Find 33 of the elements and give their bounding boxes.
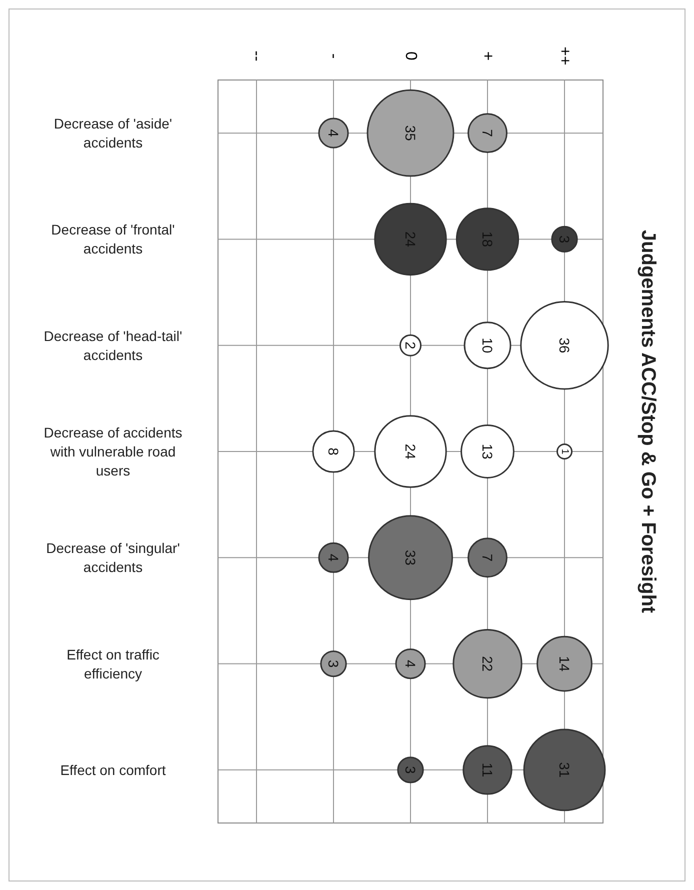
- data-label: 4: [326, 554, 342, 562]
- data-label: 4: [402, 660, 418, 668]
- data-label: 36: [556, 338, 572, 354]
- data-label: 24: [402, 444, 418, 460]
- y-tick-label: Decrease of 'head-tail' accidents: [44, 328, 182, 363]
- data-label: 7: [480, 554, 496, 562]
- data-label: 31: [556, 762, 572, 778]
- data-label: 4: [326, 129, 342, 138]
- data-label: 3: [402, 766, 418, 774]
- data-label: 11: [480, 762, 496, 778]
- y-tick-label: Effect on comfort: [60, 762, 166, 778]
- data-label: 3: [326, 660, 342, 668]
- data-label: 35: [402, 125, 418, 142]
- data-label: 33: [402, 550, 418, 566]
- x-tick-label: -: [325, 53, 342, 59]
- data-label: 2: [402, 341, 418, 350]
- x-tick-label: 0: [402, 52, 419, 61]
- y-tick-label: Effect on traffic efficiency: [66, 646, 160, 682]
- y-tick-label: Decrease of 'aside' accidents: [54, 116, 172, 151]
- data-label: 1: [559, 448, 570, 455]
- data-label: 14: [556, 656, 572, 672]
- x-tick-label: +: [479, 51, 496, 61]
- text: Judgements ACC/Stop & Go + Foresight: [637, 230, 659, 614]
- data-label: 10: [480, 338, 496, 354]
- x-tick-label: ++: [556, 46, 573, 66]
- data-label: 7: [480, 129, 496, 138]
- y-tick-label: Decrease of accidents with vulnerable road users: [44, 424, 182, 478]
- y-tick-label: Decrease of 'frontal' accidents: [51, 222, 175, 257]
- data-label: 22: [480, 656, 496, 672]
- data-label: 8: [326, 448, 342, 456]
- y-tick-label: Decrease of 'singular' accidents: [46, 540, 180, 576]
- data-label: 13: [480, 444, 496, 460]
- x-tick-label: --: [248, 50, 265, 62]
